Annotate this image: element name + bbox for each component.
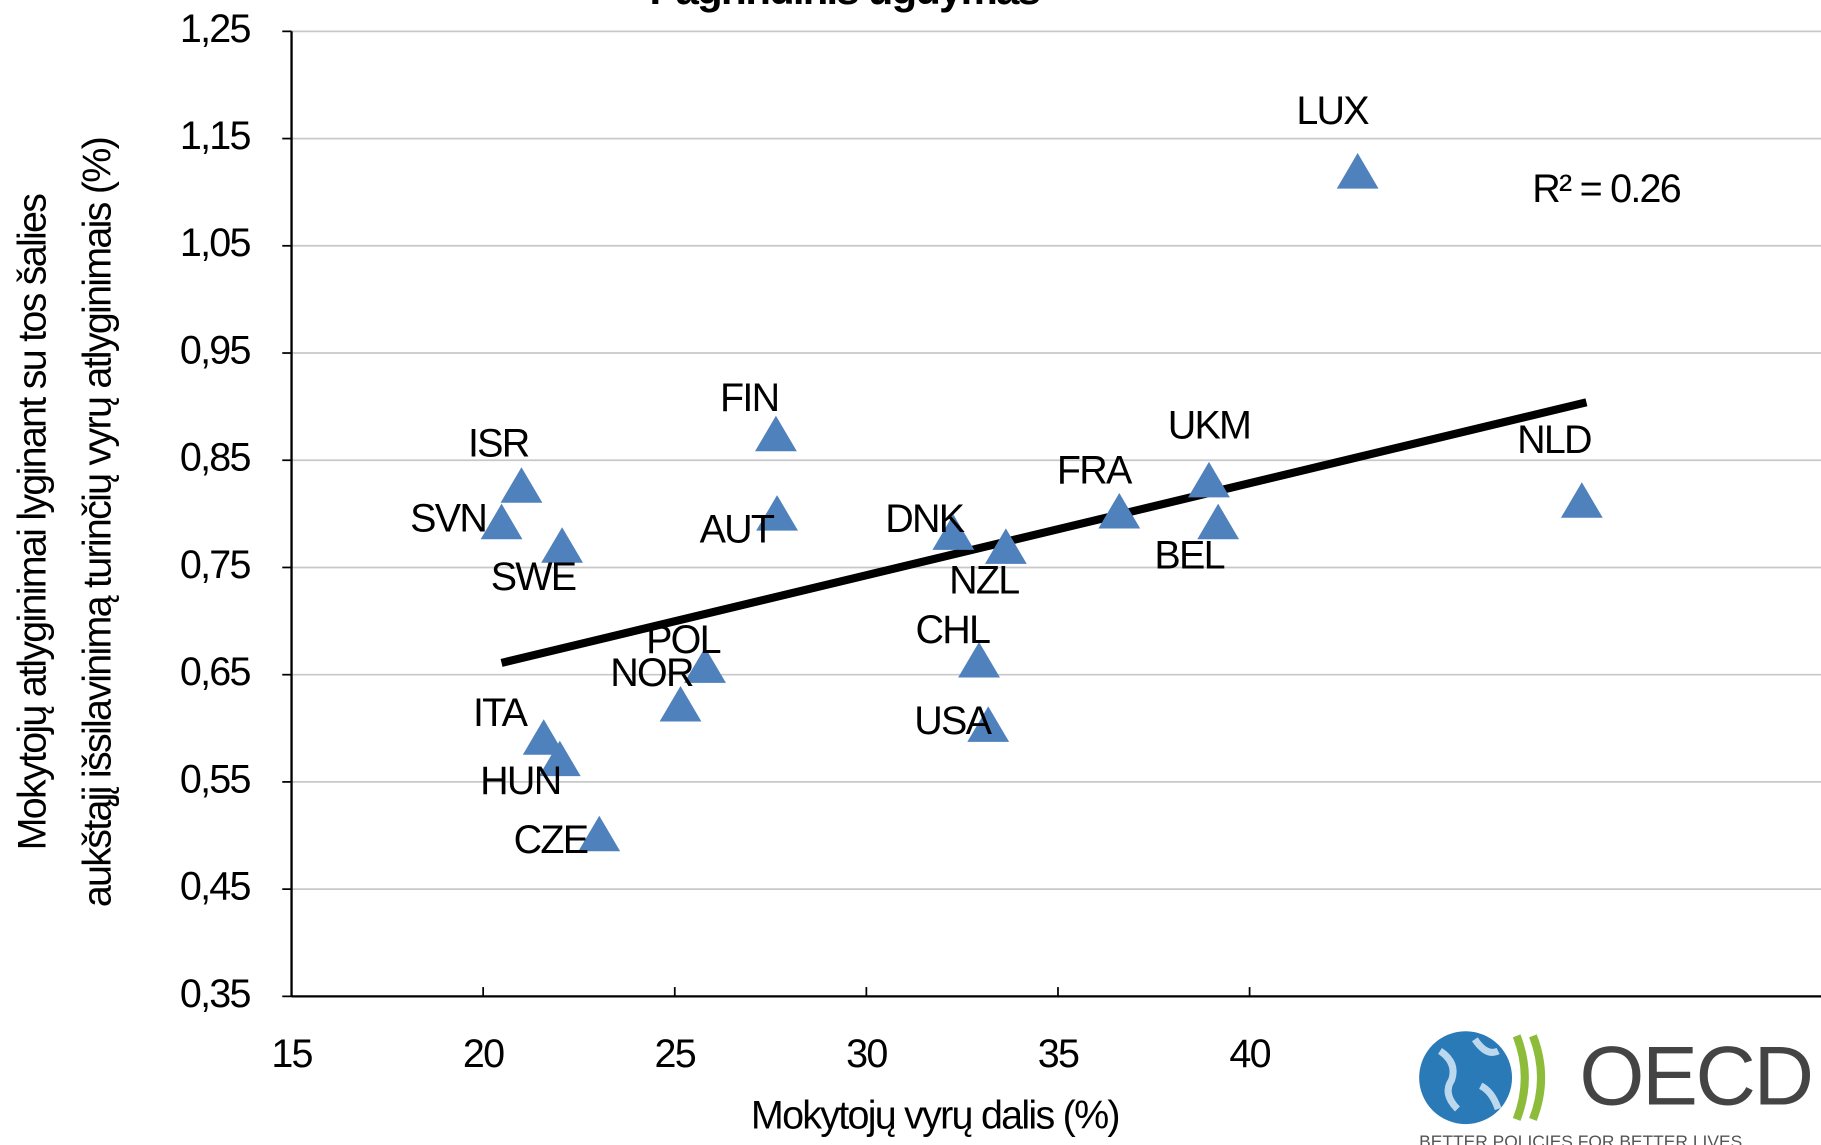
point <box>541 527 584 563</box>
point <box>684 647 726 683</box>
point <box>480 503 523 540</box>
point <box>1188 461 1230 498</box>
point-label: UKM <box>1168 404 1250 448</box>
y-axis-label: aukštąjį išsilavinimą turinčių vyrų atly… <box>75 138 119 907</box>
x-tick-label: 30 <box>846 1032 887 1076</box>
y-tick-label: 1,15 <box>180 114 251 158</box>
point-label: FIN <box>720 376 778 420</box>
y-tick-label: 0,65 <box>180 650 251 694</box>
logo-globe-land <box>1437 1037 1502 1112</box>
point-label: AUT <box>700 508 775 552</box>
logo-name: OECD <box>1579 1028 1811 1122</box>
y-tick-label: 0,55 <box>180 757 251 801</box>
y-tick-label: 0,35 <box>180 972 251 1016</box>
point-label: ITA <box>473 691 529 735</box>
annotation: R² = 0.26 <box>1532 167 1681 211</box>
point-label: USA <box>914 699 992 743</box>
trendline <box>500 398 1588 667</box>
y-tick-label: 0,75 <box>180 543 251 587</box>
point <box>538 740 581 777</box>
chart-title: Pagrindinis ugdymas <box>650 0 1040 13</box>
x-tick-label: 25 <box>655 1032 696 1076</box>
x-tick-label: 40 <box>1229 1032 1270 1076</box>
point <box>755 415 797 452</box>
point-label: CHL <box>915 608 990 652</box>
y-tick-label: 0,85 <box>180 436 251 480</box>
y-tick-label: 1,05 <box>180 221 251 265</box>
point-label: SVN <box>410 497 486 541</box>
point <box>659 685 702 722</box>
point <box>1336 153 1379 189</box>
y-tick-label: 0,45 <box>180 865 251 909</box>
point-label: CZE <box>514 818 588 862</box>
point <box>522 719 565 755</box>
x-tick-label: 35 <box>1038 1032 1079 1076</box>
point <box>1560 482 1603 518</box>
point <box>578 815 621 852</box>
logo-tagline: BETTER POLICIES FOR BETTER LIVES <box>1419 1131 1742 1145</box>
y-axis-label: Mokytojų atlyginimai lyginant su tos šal… <box>10 194 54 851</box>
point <box>756 495 798 531</box>
point <box>932 514 975 550</box>
point <box>500 467 543 503</box>
point-label: FRA <box>1057 449 1133 493</box>
x-tick-label: 20 <box>463 1032 504 1076</box>
x-tick-label: 15 <box>271 1032 312 1076</box>
point <box>967 706 1010 742</box>
y-tick-label: 1,25 <box>180 7 251 51</box>
point <box>958 641 1000 678</box>
point-label: BEL <box>1154 534 1224 578</box>
point-label: HUN <box>480 759 560 803</box>
point <box>1098 492 1141 529</box>
point-label: DNK <box>885 497 965 541</box>
logo-chevrons <box>1512 1034 1546 1121</box>
point-label: SWE <box>491 555 576 599</box>
y-tick-label: 0,95 <box>180 328 251 372</box>
point <box>1197 503 1240 540</box>
point-label: LUX <box>1296 89 1369 133</box>
point-label: POL <box>646 618 721 662</box>
point-label: ISR <box>468 422 529 466</box>
point-label: NLD <box>1517 418 1591 462</box>
point-label: NZL <box>949 558 1019 602</box>
x-axis-label: Mokytojų vyrų dalis (%) <box>751 1094 1119 1138</box>
logo: OECD BETTER POLICIES FOR BETTER LIVES <box>1419 1028 1814 1145</box>
point <box>984 528 1027 564</box>
logo-globe <box>1419 1031 1513 1125</box>
point-label: NOR <box>610 651 693 695</box>
